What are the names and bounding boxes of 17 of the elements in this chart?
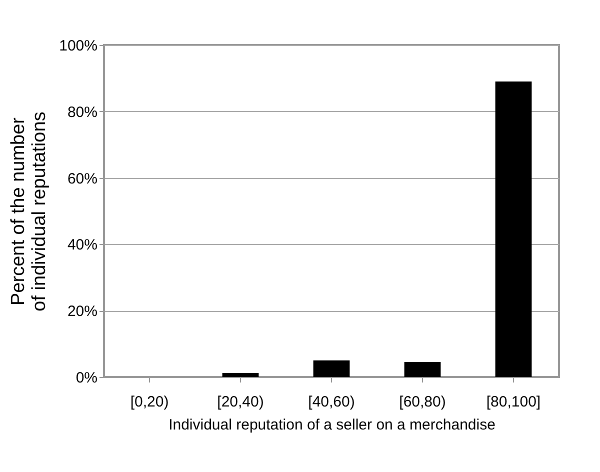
y-axis-title: Percent of the number of individual reputations [8, 112, 50, 312]
x-tick-label: [60,80) [399, 394, 446, 410]
y-tick-label: 100% [59, 38, 98, 54]
y-tick-label: 80% [67, 104, 98, 121]
y-tick-label: 60% [67, 170, 98, 188]
x-tick-label: [20,40) [217, 394, 264, 410]
bar [404, 362, 441, 377]
y-tick-label: 20% [67, 303, 98, 320]
bar [495, 82, 532, 377]
x-tick-label: [40,60) [308, 394, 355, 410]
x-tick-label: [0,20) [130, 394, 169, 410]
y-tick-label: 40% [67, 236, 98, 254]
bar [222, 373, 259, 377]
x-axis-title: Individual reputation of a seller on a merchandise [168, 416, 496, 434]
y-tick-label: 0% [76, 370, 98, 386]
bar [313, 360, 350, 377]
x-tick-label: [80,100] [486, 394, 541, 410]
